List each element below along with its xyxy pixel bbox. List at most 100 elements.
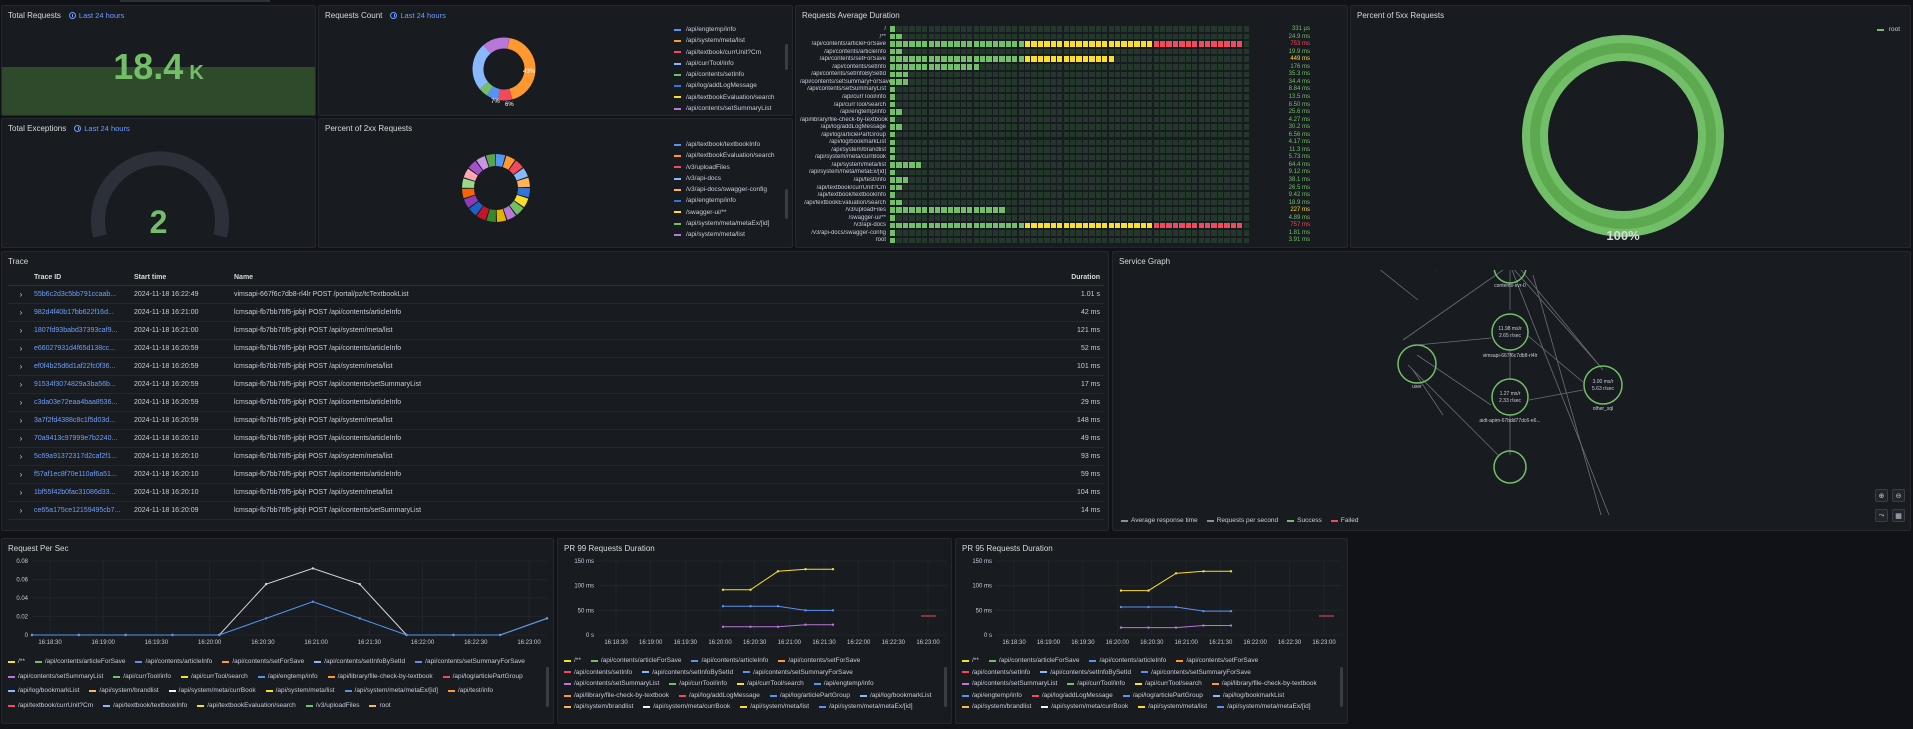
legend-item[interactable]: /api/system/meta/currBook [643, 701, 730, 713]
legend-item[interactable]: /api/contents/setForSave [1176, 655, 1258, 667]
legend-item[interactable]: /api/system/brandlist [962, 701, 1031, 713]
column-header[interactable]: Name [230, 271, 1034, 286]
zoom-in-button[interactable]: ⊕ [1875, 489, 1888, 502]
legend-item[interactable]: /api/textbookEvaluation/search [197, 699, 296, 714]
legend-item[interactable]: Failed [1330, 517, 1358, 524]
legend-item[interactable]: /api/currTool/search [180, 670, 248, 685]
trace-id-link[interactable]: 1807fd93babd37393caf9... [30, 321, 130, 340]
trace-id-link[interactable]: c3da03e72eaa4baa8536... [30, 393, 130, 412]
legend-item[interactable]: /api/system/meta/list [1138, 701, 1207, 713]
legend-item[interactable]: /api/currTool/info [674, 58, 784, 69]
legend-item[interactable]: /api/contents/setInfoBySetId [314, 655, 405, 670]
legend-item[interactable]: /api/textbook/textbookInfo [674, 139, 784, 150]
expand-chevron-icon[interactable]: › [8, 285, 30, 304]
legend-item[interactable]: /api/log/bookmarkList [859, 690, 931, 702]
legend-item[interactable]: /v3/uploadFiles [674, 162, 784, 173]
legend-item[interactable]: /api/log/articlePartGroup [1122, 690, 1203, 702]
legend-item[interactable]: /** [564, 655, 581, 667]
graph-node-label[interactable]: aidt-apim-67bdd77dc6-e6... [1479, 418, 1540, 424]
legend-item[interactable]: /api/contents/setInfoBySetId [1040, 667, 1131, 679]
time-range-badge[interactable]: Last 24 hours [74, 124, 130, 133]
legend-item[interactable]: /api/system/meta/metaEx/[id] [344, 684, 438, 699]
legend-item[interactable]: root [369, 699, 391, 714]
time-range-badge[interactable]: Last 24 hours [390, 11, 446, 20]
graph-node-label[interactable]: contents-svr-0 [1494, 283, 1526, 289]
legend-scrollbar[interactable] [785, 44, 788, 70]
legend-item[interactable]: /api/contents/setInfoBySetId [642, 667, 733, 679]
legend-item[interactable]: /api/log/bookmarkList [1212, 690, 1284, 702]
table-row[interactable]: › 3a7f2fd4388c8c1f5d03d... 2024-11-18 16:2… [8, 411, 1104, 430]
legend-item[interactable]: /api/currTool/info [669, 678, 727, 690]
legend-scrollbar[interactable] [546, 667, 549, 707]
legend-item[interactable]: /api/contents/setSummaryForSave [743, 667, 853, 679]
legend-item[interactable]: /api/textbookEvaluation/search [674, 92, 784, 103]
table-row[interactable]: › 1807fd93babd37393caf9... 2024-11-18 16:2… [8, 321, 1104, 340]
expand-chevron-icon[interactable]: › [8, 465, 30, 484]
expand-chevron-icon[interactable]: › [8, 375, 30, 394]
legend-scrollbar[interactable] [785, 189, 788, 219]
legend-item[interactable]: /v3/api-docs/swagger-config [674, 184, 784, 195]
legend-item[interactable]: /api/system/meta/currBook [168, 684, 256, 699]
legend-item[interactable]: /api/contents/setSummaryList [8, 670, 103, 685]
legend-item[interactable]: Requests per second [1206, 517, 1278, 524]
legend-scrollbar[interactable] [944, 667, 947, 707]
trace-id-link[interactable]: f57af1ec8f70e110af6a51... [30, 465, 130, 484]
legend-item[interactable]: /api/engtemp/info [674, 24, 784, 35]
trace-id-link[interactable]: 982d4f40b17bb622f16d... [30, 303, 130, 322]
column-header[interactable]: Start time [130, 271, 230, 286]
legend-item[interactable]: /api/system/brandlist [564, 701, 633, 713]
legend-item[interactable]: /api/currTool/info [113, 670, 171, 685]
legend-item[interactable]: /api/contents/setSummaryList [564, 678, 659, 690]
legend-item[interactable]: /api/contents/setSummaryForSave [415, 655, 525, 670]
graph-node-label[interactable]: user [1412, 384, 1422, 390]
expand-chevron-icon[interactable]: › [8, 447, 30, 466]
expand-chevron-icon[interactable]: › [8, 303, 30, 322]
legend-scrollbar[interactable] [1340, 667, 1343, 707]
trace-id-link[interactable]: 5c69a91372317d2caf2f1... [30, 447, 130, 466]
legend-item[interactable]: /api/log/addLogMessage [674, 80, 784, 91]
trace-id-link[interactable]: 3a7f2fd4388c8c1f5d03d... [30, 411, 130, 430]
expand-chevron-icon[interactable]: › [8, 357, 30, 376]
trace-id-link[interactable]: e66027931d4f65d138cc... [30, 339, 130, 358]
legend-item[interactable]: /swagger-ui/** [674, 207, 784, 218]
trace-id-link[interactable]: 55b6c2d3c5bb791ccaab... [30, 285, 130, 304]
legend-item[interactable]: /api/contents/setInfo [564, 667, 632, 679]
table-row[interactable]: › f57af1ec8f70e110af6a51... 2024-11-18 16:… [8, 465, 1104, 484]
expand-chevron-icon[interactable]: › [8, 339, 30, 358]
legend-item[interactable]: /api/log/addLogMessage [679, 690, 760, 702]
legend-item[interactable]: /api/test/info [447, 684, 493, 699]
legend-item[interactable]: /api/currTool/info [1067, 678, 1125, 690]
trace-id-link[interactable]: ef0f4b25d6d1af22fc0f36... [30, 357, 130, 376]
legend-item[interactable]: /api/engtemp/info [813, 678, 874, 690]
table-row[interactable]: › 1bf55f42b0fac31086d33... 2024-11-18 16:2… [8, 483, 1104, 502]
expand-chevron-icon[interactable]: › [8, 393, 30, 412]
expand-chevron-icon[interactable]: › [8, 483, 30, 502]
legend-item[interactable]: /api/contents/articleForSave [34, 655, 125, 670]
legend-item[interactable]: /** [962, 655, 979, 667]
legend-item[interactable]: /api/system/meta/metaEx/[id] [1217, 701, 1311, 713]
legend-item[interactable]: /api/contents/articleForSave [590, 655, 681, 667]
legend-item[interactable]: /api/library/file-check-by-textbook [564, 690, 669, 702]
legend-item[interactable]: /api/library/file-check-by-textbook [1211, 678, 1317, 690]
legend-item[interactable]: Success [1287, 517, 1322, 524]
table-row[interactable]: › ce65a175ce12159495cb7... 2024-11-18 16:2… [8, 501, 1104, 520]
time-range-badge[interactable]: Last 24 hours [68, 11, 124, 20]
graph-node-label[interactable]: other_sql [1593, 406, 1614, 412]
legend-item[interactable]: /api/engtemp/info [962, 690, 1022, 702]
legend-item[interactable]: /api/system/meta/metaEx/[id] [819, 701, 913, 713]
legend-item[interactable]: /api/currTool/search [736, 678, 804, 690]
legend-item[interactable]: /api/textbook/currUnit?Cm [8, 699, 93, 714]
legend-item[interactable]: /api/currTool/search [1134, 678, 1202, 690]
expand-chevron-icon[interactable]: › [8, 321, 30, 340]
service-graph-canvas[interactable]: contents-svr-0 11.98 ms/r 2.65 r/sec vim… [1113, 270, 1911, 531]
trace-id-link[interactable]: 91534f3074829a3ba56b... [30, 375, 130, 394]
legend-item[interactable]: /api/contents/articleForSave [988, 655, 1079, 667]
legend-item[interactable]: /api/system/meta/list [265, 684, 335, 699]
column-header[interactable]: Trace ID [30, 271, 130, 286]
table-row[interactable]: › ef0f4b25d6d1af22fc0f36... 2024-11-18 16:… [8, 357, 1104, 376]
table-row[interactable]: › 55b6c2d3c5bb791ccaab... 2024-11-18 16:22… [8, 285, 1104, 304]
legend-item[interactable]: /api/contents/setForSave [778, 655, 860, 667]
expand-chevron-icon[interactable]: › [8, 501, 30, 520]
